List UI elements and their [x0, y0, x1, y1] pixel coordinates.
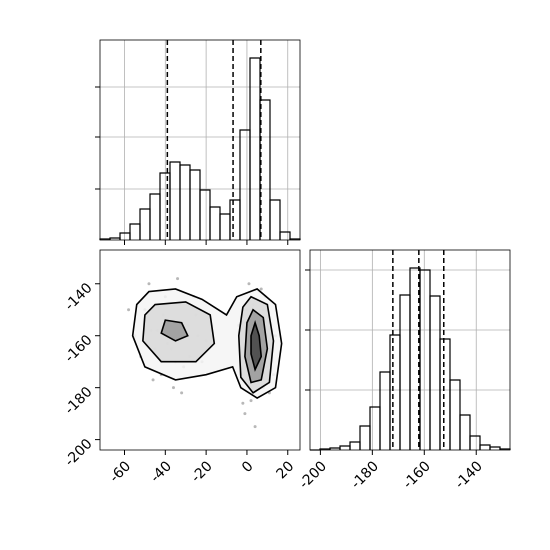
scatter-point [249, 399, 253, 403]
histogram-bin [189, 169, 201, 240]
panel-frame [309, 249, 511, 451]
scatter-point [171, 386, 175, 390]
scatter-point [176, 277, 180, 281]
contour [160, 319, 189, 342]
x-tick-label: -160 [400, 458, 434, 492]
histogram-bin [229, 199, 241, 240]
histogram-bin [369, 406, 381, 450]
scatter-point [253, 425, 257, 429]
histogram-bin [179, 164, 191, 240]
x-tick-label: -180 [348, 458, 382, 492]
scatter-point [180, 391, 184, 395]
histogram-bin [149, 193, 161, 240]
scatter-point [147, 282, 151, 286]
histogram-bin [469, 435, 481, 450]
y-tick-label: -160 [62, 332, 96, 366]
scatter-point [247, 282, 251, 286]
histogram-bin [449, 379, 461, 450]
panel-frame [99, 39, 301, 241]
x-tick-label: -60 [107, 458, 134, 485]
histogram-bin [389, 334, 401, 450]
histogram-bin [239, 129, 251, 240]
histogram-bin [459, 414, 471, 450]
x-tick-label: 0 [239, 458, 257, 476]
histogram-bin [419, 269, 431, 450]
scatter-point [127, 308, 131, 312]
histogram-bin [439, 338, 451, 450]
x-tick-label: -140 [452, 458, 486, 492]
histogram-bin [129, 223, 141, 240]
histogram-bin [379, 371, 391, 450]
histogram-bin [339, 445, 351, 450]
histogram-bin [269, 199, 281, 240]
contour [250, 320, 263, 372]
scatter-point [151, 378, 155, 382]
y-tick-label: -200 [62, 436, 96, 470]
y-tick-label: -140 [62, 280, 96, 314]
panel [95, 39, 301, 245]
histogram-bin [399, 294, 411, 450]
histogram-bin [169, 161, 181, 240]
histogram-bin [479, 444, 491, 450]
x-tick-label: -40 [147, 458, 174, 485]
x-tick-label: -200 [296, 458, 330, 492]
histogram-bin [209, 206, 221, 240]
scatter-point [243, 412, 247, 416]
histogram-bin [139, 208, 151, 240]
histogram-bin [429, 295, 441, 450]
histogram-bin [489, 446, 501, 450]
scatter-point [241, 401, 245, 405]
x-tick-label: 20 [273, 458, 297, 482]
panel: -200 -180 -160 -140 [296, 249, 511, 492]
histogram-bin [119, 232, 131, 240]
histogram-bin [249, 57, 261, 240]
histogram-bin [199, 189, 211, 240]
histogram-bin [359, 425, 371, 450]
histogram-bin [219, 213, 231, 240]
histogram-bin [279, 231, 291, 240]
histogram-bin [259, 99, 271, 240]
panel: -60 -40 -20 0 20-200-180-160-140 [62, 249, 301, 486]
x-tick-label: -20 [188, 458, 215, 485]
histogram-bin [349, 441, 361, 450]
panel-frame [99, 249, 301, 451]
scatter-point [259, 287, 263, 291]
y-tick-label: -180 [62, 384, 96, 418]
